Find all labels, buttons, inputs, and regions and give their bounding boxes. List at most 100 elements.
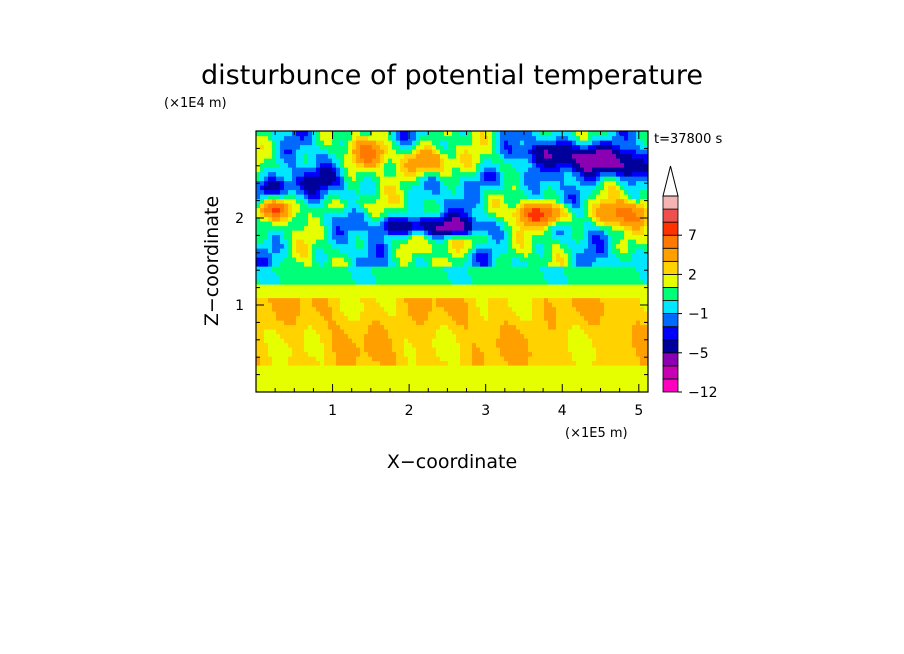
- field-cell: [432, 374, 437, 380]
- field-cell: [500, 369, 505, 375]
- field-cell: [444, 194, 449, 200]
- field-cell: [412, 248, 417, 254]
- field-cell: [596, 365, 601, 371]
- field-cell: [612, 185, 617, 191]
- field-cell: [520, 288, 525, 294]
- field-cell: [268, 234, 273, 240]
- field-cell: [404, 369, 409, 375]
- field-cell: [488, 284, 493, 290]
- field-cell: [260, 270, 265, 276]
- field-cell: [428, 284, 433, 290]
- field-cell: [344, 342, 349, 348]
- field-cell: [280, 261, 285, 267]
- field-cell: [644, 297, 648, 303]
- field-cell: [544, 284, 549, 290]
- field-cell: [380, 252, 385, 258]
- field-cell: [540, 221, 545, 227]
- field-cell: [260, 198, 265, 204]
- field-cell: [496, 387, 501, 392]
- field-cell: [280, 216, 285, 222]
- field-cell: [308, 171, 313, 177]
- field-cell: [340, 311, 345, 317]
- field-cell: [636, 243, 641, 249]
- field-cell: [472, 360, 477, 366]
- field-cell: [276, 288, 281, 294]
- field-cell: [320, 185, 325, 191]
- field-cell: [472, 216, 477, 222]
- field-cell: [420, 243, 425, 249]
- field-cell: [392, 378, 397, 384]
- field-cell: [516, 167, 521, 173]
- field-cell: [300, 338, 305, 344]
- field-cell: [500, 342, 505, 348]
- field-cell: [544, 252, 549, 258]
- field-cell: [584, 338, 589, 344]
- field-cell: [284, 378, 289, 384]
- field-cell: [280, 198, 285, 204]
- field-cell: [576, 266, 581, 272]
- field-cell: [312, 387, 317, 392]
- field-cell: [348, 261, 353, 267]
- field-cell: [344, 320, 349, 326]
- field-cell: [544, 378, 549, 384]
- field-cell: [488, 239, 493, 245]
- field-cell: [424, 387, 429, 392]
- field-cell: [344, 221, 349, 227]
- field-cell: [472, 194, 477, 200]
- field-cell: [468, 176, 473, 182]
- field-cell: [536, 198, 541, 204]
- field-cell: [468, 306, 473, 312]
- field-cell: [568, 342, 573, 348]
- field-cell: [640, 248, 645, 254]
- field-cell: [340, 302, 345, 308]
- field-cell: [604, 329, 609, 335]
- field-cell: [412, 293, 417, 299]
- field-cell: [288, 266, 293, 272]
- field-cell: [268, 225, 273, 231]
- field-cell: [360, 194, 365, 200]
- field-cell: [556, 176, 561, 182]
- field-cell: [408, 279, 413, 285]
- field-cell: [372, 297, 377, 303]
- field-cell: [284, 311, 289, 317]
- field-cell: [312, 320, 317, 326]
- field-cell: [432, 284, 437, 290]
- field-cell: [428, 351, 433, 357]
- field-cell: [440, 270, 445, 276]
- field-cell: [580, 383, 585, 389]
- field-cell: [552, 383, 557, 389]
- field-cell: [452, 230, 457, 236]
- field-cell: [308, 342, 313, 348]
- field-cell: [304, 176, 309, 182]
- field-cell: [452, 387, 457, 392]
- field-cell: [592, 257, 597, 263]
- field-cell: [524, 207, 529, 213]
- field-cell: [584, 279, 589, 285]
- field-cell: [368, 383, 373, 389]
- field-cell: [528, 374, 533, 380]
- field-cell: [512, 329, 517, 335]
- field-cell: [492, 329, 497, 335]
- field-cell: [336, 329, 341, 335]
- field-cell: [508, 306, 513, 312]
- field-cell: [560, 239, 565, 245]
- field-cell: [520, 261, 525, 267]
- field-cell: [316, 320, 321, 326]
- field-cell: [372, 365, 377, 371]
- field-cell: [468, 180, 473, 186]
- field-cell: [492, 315, 497, 321]
- field-cell: [328, 270, 333, 276]
- field-cell: [320, 279, 325, 285]
- field-cell: [480, 369, 485, 375]
- field-cell: [452, 374, 457, 380]
- field-cell: [400, 302, 405, 308]
- field-cell: [580, 162, 585, 168]
- field-cell: [552, 180, 557, 186]
- field-cell: [272, 279, 277, 285]
- field-cell: [560, 374, 565, 380]
- field-cell: [444, 234, 449, 240]
- field-cell: [472, 378, 477, 384]
- field-cell: [440, 329, 445, 335]
- field-cell: [380, 297, 385, 303]
- field-cell: [576, 351, 581, 357]
